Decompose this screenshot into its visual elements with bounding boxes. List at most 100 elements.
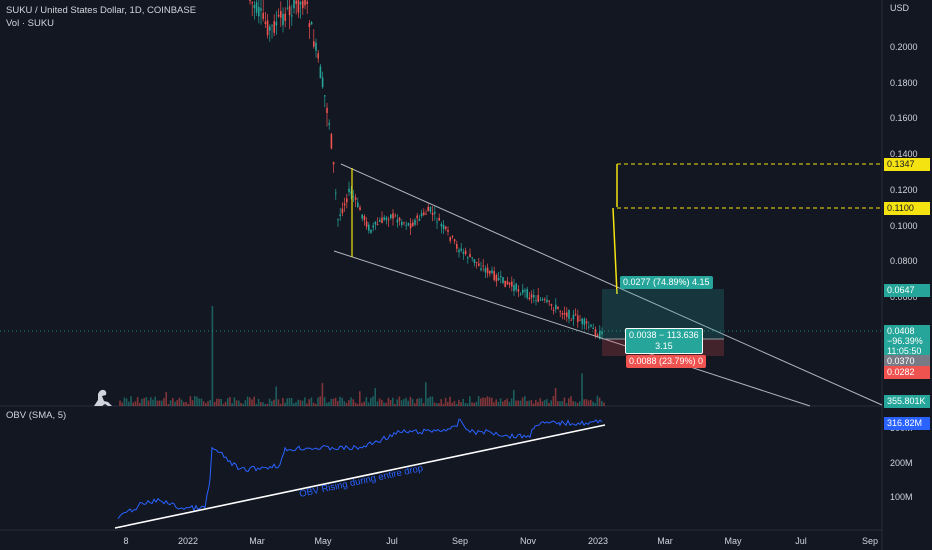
candle-body [363,215,366,221]
volume-bar [464,403,467,406]
volume-bar [425,382,427,406]
volume-bar [284,402,286,406]
candle-body [537,294,539,302]
time-axis[interactable]: 8 2022 Mar May Jul Sep Nov 2023 Mar May Jul Sep [123,536,878,546]
candle-body [458,250,460,253]
volume-bar [321,382,324,406]
volume-bar [169,400,172,406]
volume-bar [297,399,299,406]
volume-bar [150,397,152,406]
volume-bar [158,400,161,406]
volume-bar [392,397,394,406]
volume-bar [590,399,592,406]
volume-bar [255,403,258,406]
candle-body [493,271,495,280]
time-tick: Jul [386,536,398,546]
time-tick: 2023 [588,536,608,546]
volume-bar [286,398,288,406]
candle-body [354,197,357,201]
volume-bar [163,398,165,406]
volume-bar [557,401,559,406]
obv-legend[interactable]: OBV (SMA, 5) [6,410,67,421]
projection-line-lower[interactable] [612,207,618,295]
price-axis-currency: USD [890,3,910,13]
candle-body [425,213,427,215]
candle-body [249,0,251,2]
volume-bar [130,396,132,406]
volume-bar [568,398,570,406]
candle-body [475,261,478,263]
price-axis[interactable]: 0.2000 0.1800 0.1600 0.1400 0.1200 0.1000 0.08… [890,42,918,302]
candle-body [321,77,324,88]
candle-body [374,221,377,225]
volume-bar [143,398,145,406]
volume-bar [510,398,513,406]
volume-bar [471,402,473,406]
volume-bar [200,398,203,406]
volume-bar [394,403,396,406]
obv-axis[interactable]: 300M200M100M [890,423,913,502]
candle-body [297,0,300,13]
volume-bar [477,396,480,406]
volume-bar [202,401,205,406]
channel-upper-trendline[interactable] [340,163,883,406]
volume-bar [343,401,346,406]
volume-bar [554,387,557,406]
volume-bar [458,399,460,406]
price-tick: 0.1400 [890,149,918,159]
volume-bar [515,400,517,406]
time-tick: Jul [795,536,807,546]
candle-body [453,239,456,242]
volume-legend[interactable]: Vol · SUKU [6,18,55,29]
candle-countdown: 11:05:50 [887,346,922,356]
candle-body [405,225,407,227]
loss-label[interactable]: 0.0088 (23.79%) 0 [626,355,707,368]
volume-bar [271,401,273,406]
channel-lower-trendline[interactable] [333,250,811,407]
candle-body [464,250,467,255]
volume-bar [398,396,401,406]
candle-body [526,289,528,298]
volume-bar [526,400,528,406]
candle-body [517,289,520,292]
candle-body [513,285,515,292]
candle-body [275,21,278,26]
position-center-label[interactable]: 0.0038 − 113.636 3.15 [625,328,703,354]
candle-body [561,313,564,315]
candle-body [592,327,594,329]
obv-annotation[interactable]: OBV Rising during entire drop [298,463,424,500]
candle-body [383,217,385,220]
profit-label[interactable]: 0.0277 (74.89%) 4.15 [620,276,713,289]
obv-trendline[interactable] [114,424,606,529]
volume-bar [497,401,500,406]
volume-bar [332,398,335,406]
volume-bar [147,400,150,406]
volume-bar [416,398,418,406]
volume-bar [453,400,456,406]
candle-body [533,295,535,298]
volume-bar [246,396,249,406]
volume-bar [315,403,317,406]
candle-body [594,329,597,336]
candle-body [581,318,583,324]
candle-body [394,215,396,217]
volume-bar [145,397,148,406]
volume-bar [299,400,302,406]
candle-body [370,229,372,233]
volume-bar [519,400,522,406]
candle-body [442,224,445,229]
volume-bar [530,399,533,406]
candle-body [478,263,480,266]
symbol-title[interactable]: SUKU / United States Dollar, 1D, COINBAS… [6,5,197,16]
candle-body [546,299,548,303]
volume-bar [359,391,361,406]
volume-bar [211,306,214,406]
volume-bar [447,401,449,406]
volume-bar [372,396,374,406]
candle-body [348,188,350,192]
candle-body [403,222,405,224]
candle-body [429,206,432,212]
time-tick: 8 [123,536,128,546]
candle-body [407,223,410,226]
